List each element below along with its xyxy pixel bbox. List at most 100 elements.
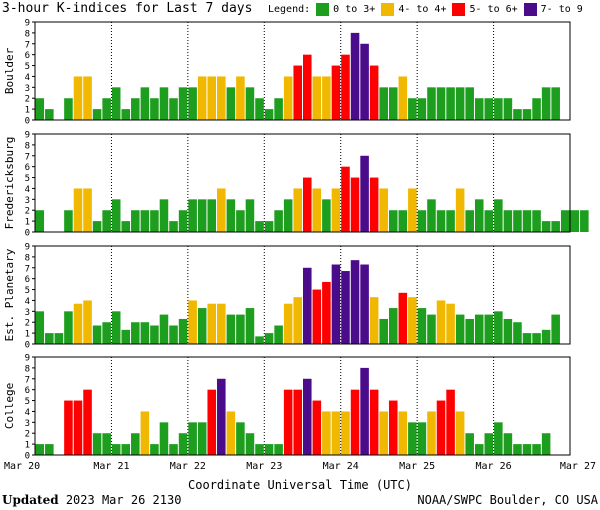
k-bar	[64, 400, 73, 455]
x-tick-label: Mar 24	[323, 461, 359, 472]
k-bar	[150, 98, 159, 120]
k-bar	[159, 314, 169, 344]
y-tick-label: 1	[25, 330, 30, 340]
k-bar	[541, 87, 551, 120]
k-bar	[64, 98, 73, 120]
k-bar	[388, 87, 398, 120]
k-bar	[236, 76, 245, 120]
k-bar	[427, 314, 436, 344]
k-bar	[83, 188, 92, 232]
k-bar	[274, 98, 283, 120]
k-bar	[54, 333, 64, 344]
k-bar	[293, 297, 302, 344]
k-bar	[503, 433, 513, 455]
k-bar	[427, 411, 436, 455]
k-bar	[455, 314, 465, 344]
k-bar	[532, 444, 541, 455]
k-bar	[388, 400, 398, 455]
legend-swatch-purple	[523, 3, 537, 16]
k-bar	[111, 199, 121, 232]
k-bar	[474, 444, 484, 455]
k-bar	[322, 281, 331, 344]
y-tick-label: 8	[25, 364, 30, 374]
k-bar	[207, 76, 217, 120]
k-bar	[92, 325, 102, 344]
k-bar	[140, 322, 150, 344]
k-bar	[532, 333, 541, 344]
k-bar	[274, 325, 283, 344]
k-bar	[102, 322, 111, 344]
legend-label: Legend:	[268, 4, 311, 15]
k-bar	[283, 389, 293, 455]
k-bar	[350, 32, 360, 121]
k-bar	[522, 444, 532, 455]
legend-item-label: 4- to 4+	[398, 4, 447, 15]
k-bar	[331, 411, 341, 455]
k-bar	[427, 199, 436, 232]
y-tick-label: 5	[25, 174, 30, 184]
k-bar	[83, 300, 92, 344]
legend-item-label: 0 to 3+	[333, 4, 376, 15]
k-bar	[283, 199, 293, 232]
y-tick-label: 7	[25, 40, 30, 50]
k-bar	[503, 210, 513, 232]
k-bar	[494, 311, 503, 344]
k-bar	[140, 87, 150, 120]
legend-item-severe: 7- to 9	[523, 3, 583, 16]
k-bar	[465, 210, 474, 232]
legend-swatch-yellow	[381, 3, 395, 16]
k-bar	[264, 109, 274, 120]
k-bar	[226, 199, 236, 232]
k-bar	[484, 98, 494, 120]
k-bar	[303, 267, 312, 344]
station-label: Fredericksburg	[3, 137, 16, 230]
y-tick-label: 6	[25, 51, 30, 61]
chart-title: 3-hour K-indices for Last 7 days	[2, 1, 253, 16]
k-bar	[379, 87, 388, 120]
k-bar	[245, 199, 255, 232]
y-tick-label: 7	[25, 264, 30, 274]
k-bar	[312, 400, 322, 455]
y-tick-label: 4	[25, 185, 30, 195]
k-bar	[83, 76, 92, 120]
y-tick-label: 4	[25, 297, 30, 307]
k-bar	[446, 389, 455, 455]
k-bar	[341, 166, 350, 232]
k-bar	[446, 87, 455, 120]
k-bar	[169, 98, 178, 120]
k-bar	[92, 109, 102, 120]
k-bar	[369, 389, 379, 455]
k-bar	[226, 87, 236, 120]
k-bar	[494, 199, 503, 232]
k-bar	[111, 87, 121, 120]
k-bar	[541, 221, 551, 232]
k-bar	[474, 314, 484, 344]
k-bar	[188, 422, 197, 455]
k-bar	[121, 329, 131, 344]
k-bar	[360, 264, 369, 344]
y-tick-label: 5	[25, 62, 30, 72]
k-bar	[532, 210, 541, 232]
k-bar	[293, 188, 302, 232]
k-bar	[379, 411, 388, 455]
legend-swatch-green	[316, 3, 330, 16]
k-bar	[264, 221, 274, 232]
k-bar	[341, 54, 350, 120]
y-tick-label: 5	[25, 397, 30, 407]
k-bar	[541, 329, 551, 344]
k-bar	[140, 210, 150, 232]
k-bar	[217, 188, 226, 232]
k-bar	[350, 260, 360, 344]
k-bar	[255, 221, 264, 232]
y-tick-label: 6	[25, 163, 30, 173]
k-bar	[236, 314, 245, 344]
k-bar	[159, 422, 169, 455]
k-bar	[474, 199, 484, 232]
k-bar	[369, 177, 379, 232]
k-bar	[360, 43, 369, 120]
k-index-chart: 0123456789Boulder0123456789Fredericksbur…	[3, 19, 596, 473]
k-bar	[322, 199, 331, 232]
k-bar	[169, 325, 178, 344]
